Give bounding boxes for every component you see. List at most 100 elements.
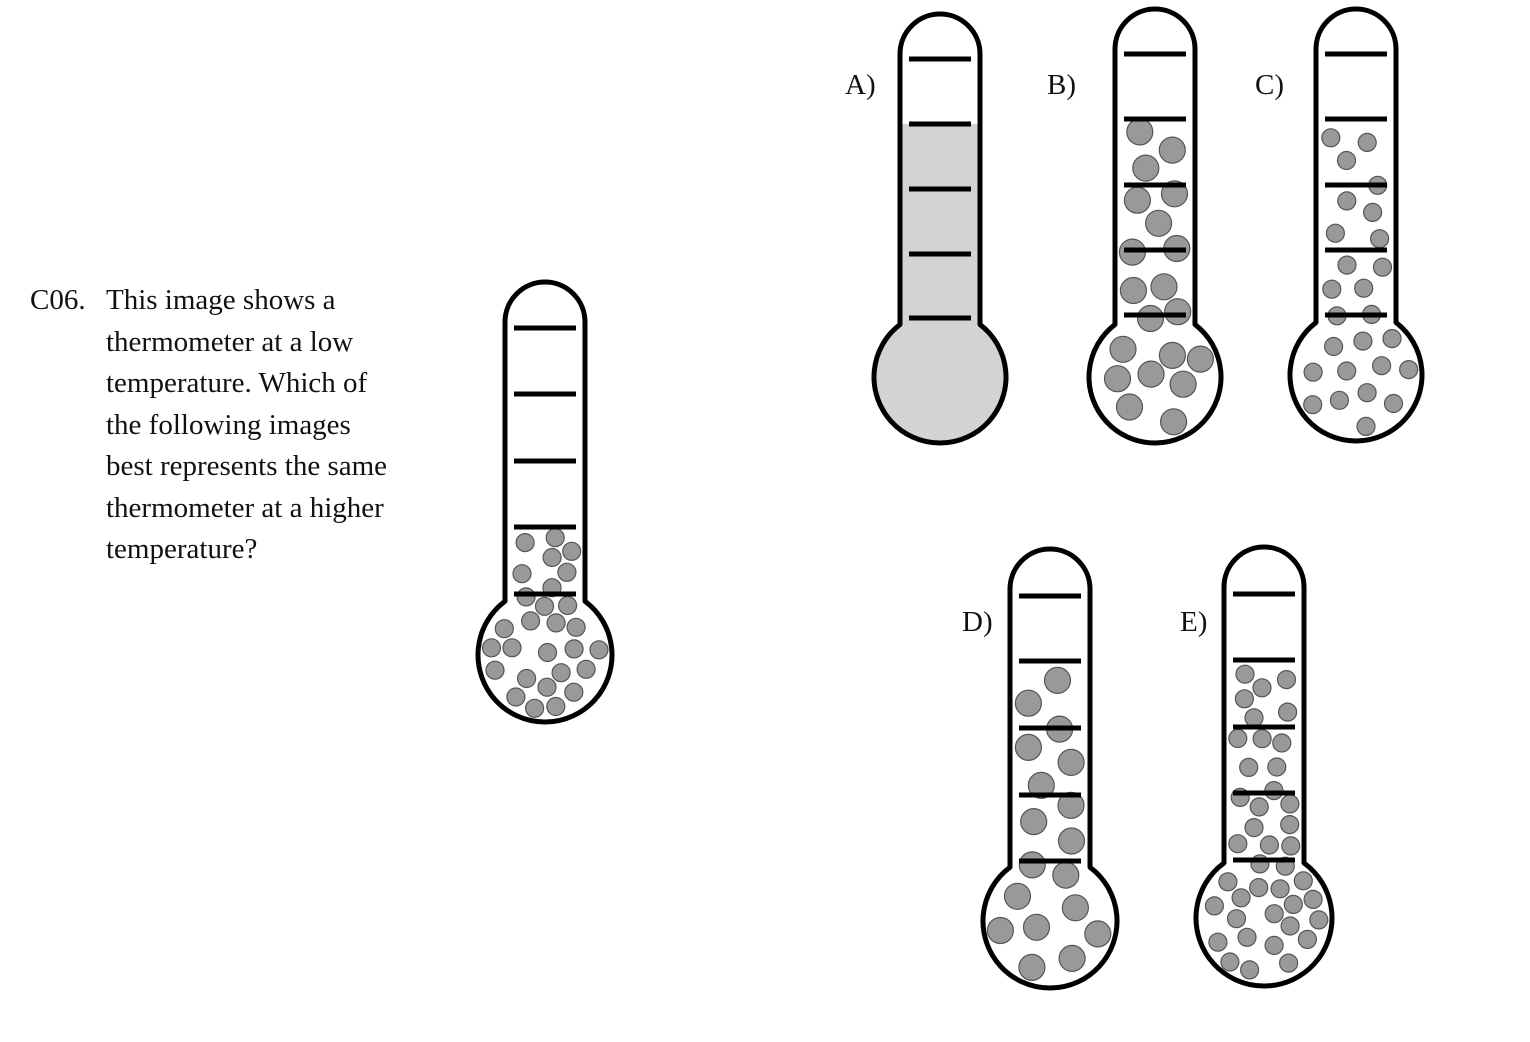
particle: [1259, 835, 1280, 855]
particle: [1052, 861, 1080, 889]
thermometer-reference: [475, 279, 615, 725]
particle: [1231, 888, 1251, 908]
particle: [1336, 150, 1357, 171]
particle: [557, 562, 577, 582]
option-label-b[interactable]: B): [1047, 69, 1076, 101]
particle: [1383, 393, 1404, 414]
option-label-d[interactable]: D): [962, 606, 993, 638]
thermometer-outline: [980, 546, 1120, 991]
particle: [1278, 953, 1299, 973]
particle: [1293, 871, 1313, 891]
option-label-c[interactable]: C): [1255, 69, 1284, 101]
particle: [1020, 807, 1048, 836]
particle: [557, 595, 578, 616]
option-label-e[interactable]: E): [1180, 606, 1208, 638]
particle: [1137, 360, 1165, 388]
thermometer-option-a[interactable]: [869, 11, 1011, 448]
particle: [551, 663, 571, 683]
particle: [1362, 202, 1383, 222]
particle: [1337, 191, 1357, 211]
option-label-a[interactable]: A): [845, 69, 876, 101]
particle: [1061, 894, 1090, 922]
question-line: thermometer at a low: [106, 325, 354, 358]
particle: [1244, 708, 1264, 728]
particle: [512, 564, 532, 584]
particle: [1158, 136, 1186, 164]
particle: [1119, 276, 1148, 305]
particle: [516, 668, 537, 689]
particle: [545, 528, 565, 548]
thermometer-option-c[interactable]: [1287, 6, 1425, 444]
particle: [1353, 331, 1373, 351]
particle: [1303, 889, 1323, 910]
particle: [1228, 834, 1248, 854]
particle: [1303, 395, 1323, 415]
particle: [502, 638, 522, 658]
particle: [1235, 664, 1255, 684]
question-line: temperature?: [106, 533, 258, 565]
particle: [534, 596, 555, 616]
particle: [1249, 877, 1269, 898]
particle: [1018, 953, 1046, 982]
particle: [1354, 278, 1374, 298]
particle: [1115, 393, 1144, 421]
thermometer-option-b[interactable]: [1086, 6, 1224, 446]
particle: [1277, 702, 1298, 722]
particle: [1132, 154, 1160, 182]
particle: [1252, 729, 1272, 749]
particle: [1276, 669, 1297, 690]
thermometer-contents: [481, 528, 609, 718]
particle: [1043, 666, 1072, 695]
particle: [1126, 118, 1154, 146]
particle: [1022, 913, 1051, 941]
particle: [1369, 229, 1390, 249]
particle: [1283, 894, 1303, 915]
particle: [1164, 298, 1192, 326]
particle: [566, 617, 586, 637]
particle: [1281, 836, 1301, 856]
particle: [546, 696, 566, 717]
particle: [1136, 304, 1165, 333]
question-line: This image shows a: [106, 284, 336, 316]
thermometer-option-e[interactable]: [1193, 544, 1335, 989]
particle: [1323, 336, 1344, 357]
particle: [1280, 794, 1300, 814]
particle: [1329, 390, 1350, 410]
particle: [1003, 882, 1032, 910]
particle: [1103, 365, 1132, 393]
particle: [494, 619, 514, 639]
thermometer-glass: [982, 549, 1117, 988]
particle: [537, 642, 558, 663]
thermometer-glass: [478, 282, 613, 722]
particle: [542, 547, 562, 568]
thermometer-outline: [475, 279, 615, 725]
particle: [1264, 904, 1284, 924]
particle: [589, 640, 609, 660]
particle: [481, 638, 502, 658]
particle: [1382, 329, 1402, 349]
question-line: best represents the same: [106, 450, 388, 482]
particle: [1239, 960, 1260, 980]
particle: [1249, 797, 1269, 817]
particle: [1357, 132, 1377, 152]
particle: [1252, 678, 1272, 698]
particle: [1357, 383, 1377, 403]
thermometer-option-d[interactable]: [980, 546, 1120, 991]
thermometer-contents: [873, 124, 1006, 443]
particle: [1027, 771, 1055, 800]
particle: [537, 677, 557, 697]
particle: [1337, 255, 1357, 275]
particle: [1186, 345, 1215, 373]
thermometer-contents: [1204, 664, 1329, 980]
particle: [1169, 370, 1197, 398]
particle: [1204, 896, 1225, 916]
particle: [1239, 757, 1259, 778]
particle: [1109, 335, 1137, 363]
particle: [1058, 944, 1086, 973]
particle: [986, 916, 1015, 945]
particle: [1057, 791, 1085, 820]
question-text: This image shows a thermometer at a low …: [106, 280, 446, 571]
particle: [1234, 689, 1255, 709]
particle: [546, 613, 566, 633]
